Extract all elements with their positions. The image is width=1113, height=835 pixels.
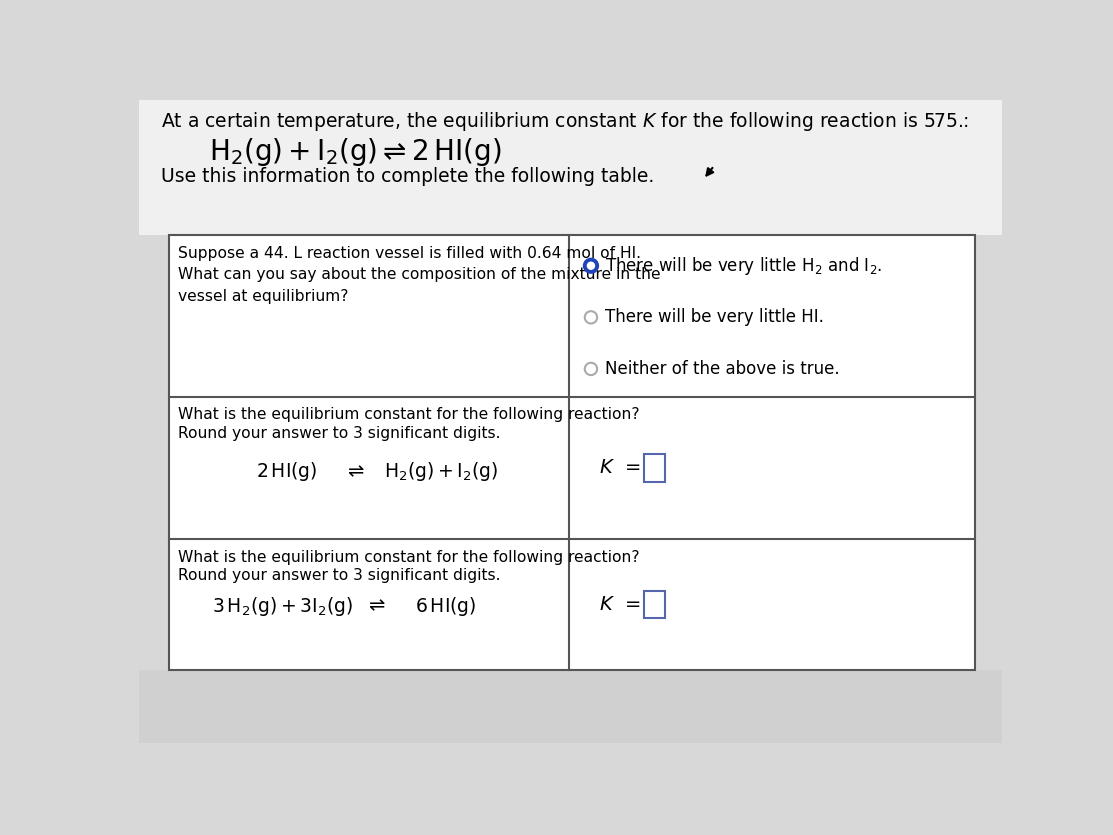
Text: Round your answer to 3 significant digits.: Round your answer to 3 significant digit… bbox=[178, 569, 501, 584]
Circle shape bbox=[584, 311, 598, 323]
Text: $\rightleftharpoons$: $\rightleftharpoons$ bbox=[365, 596, 386, 615]
Bar bbox=[139, 670, 1002, 743]
Circle shape bbox=[584, 260, 598, 272]
Text: Neither of the above is true.: Neither of the above is true. bbox=[604, 360, 839, 378]
Text: There will be very little HI.: There will be very little HI. bbox=[604, 308, 824, 326]
Text: Suppose a 44. L reaction vessel is filled with 0.64 mol of HI.
What can you say : Suppose a 44. L reaction vessel is fille… bbox=[178, 245, 660, 304]
Bar bbox=[643, 454, 666, 482]
Bar bbox=[139, 100, 1002, 235]
Text: $\mathrm{H_2(g)+I_2(g)}$: $\mathrm{H_2(g)+I_2(g)}$ bbox=[384, 460, 499, 483]
Text: $K$  =: $K$ = bbox=[599, 458, 640, 478]
Text: $\mathrm{3\,H_2(g)+3I_2(g)}$: $\mathrm{3\,H_2(g)+3I_2(g)}$ bbox=[211, 595, 353, 618]
Circle shape bbox=[584, 362, 598, 375]
Text: $\mathrm{6\,HI(g)}$: $\mathrm{6\,HI(g)}$ bbox=[414, 595, 476, 618]
Text: There will be very little H$_2$ and I$_2$.: There will be very little H$_2$ and I$_2… bbox=[604, 255, 883, 276]
Bar bbox=[168, 235, 975, 670]
Text: Use this information to complete the following table.: Use this information to complete the fol… bbox=[160, 167, 654, 186]
Text: At a certain temperature, the equilibrium constant $K$ for the following reactio: At a certain temperature, the equilibriu… bbox=[160, 110, 968, 134]
Text: What is the equilibrium constant for the following reaction?: What is the equilibrium constant for the… bbox=[178, 550, 640, 565]
Text: $K$  =: $K$ = bbox=[599, 595, 640, 614]
Text: Round your answer to 3 significant digits.: Round your answer to 3 significant digit… bbox=[178, 426, 501, 441]
Text: $\mathrm{2\,HI(g)}$: $\mathrm{2\,HI(g)}$ bbox=[256, 460, 317, 483]
Text: $\rightleftharpoons$: $\rightleftharpoons$ bbox=[344, 463, 365, 481]
Bar bbox=[643, 590, 666, 619]
Text: $\mathrm{H_2(g) + I_2(g) \rightleftharpoons 2\,HI(g)}$: $\mathrm{H_2(g) + I_2(g) \rightleftharpo… bbox=[209, 136, 502, 169]
Text: What is the equilibrium constant for the following reaction?: What is the equilibrium constant for the… bbox=[178, 407, 640, 423]
